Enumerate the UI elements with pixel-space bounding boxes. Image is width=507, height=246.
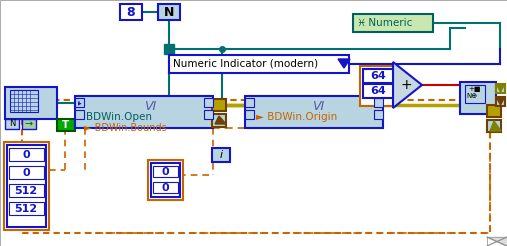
- Text: N⊕: N⊕: [466, 93, 477, 99]
- Bar: [9, 184, 44, 197]
- Bar: [212, 114, 226, 127]
- Bar: [374, 110, 383, 119]
- Text: 0: 0: [22, 168, 30, 178]
- Text: ▶: ▶: [78, 100, 82, 105]
- Bar: [363, 69, 393, 83]
- Bar: [158, 4, 180, 20]
- Bar: [212, 99, 226, 111]
- Text: 512: 512: [14, 204, 38, 214]
- Bar: [120, 4, 142, 20]
- Polygon shape: [215, 116, 226, 124]
- Bar: [360, 66, 396, 106]
- Text: ► BDWin.Origin: ► BDWin.Origin: [256, 112, 337, 122]
- Bar: [460, 82, 496, 114]
- Bar: [496, 84, 505, 93]
- Bar: [204, 98, 213, 107]
- Polygon shape: [393, 62, 422, 108]
- Bar: [5, 119, 19, 129]
- Bar: [22, 100, 490, 233]
- Bar: [75, 96, 213, 128]
- Bar: [374, 98, 383, 107]
- Text: 64: 64: [370, 86, 386, 96]
- Bar: [57, 119, 75, 131]
- Text: VI: VI: [312, 99, 324, 112]
- Bar: [75, 98, 84, 107]
- Bar: [9, 148, 44, 161]
- Text: i: i: [220, 150, 223, 160]
- Text: 512: 512: [14, 186, 38, 196]
- Bar: [487, 120, 501, 132]
- Bar: [9, 166, 44, 179]
- Text: 0: 0: [22, 150, 30, 160]
- Text: BDWin.Open: BDWin.Open: [86, 112, 152, 122]
- Bar: [7, 145, 46, 227]
- Bar: [4, 142, 49, 230]
- Polygon shape: [490, 121, 501, 131]
- Text: 0: 0: [161, 167, 169, 177]
- Bar: [151, 163, 180, 197]
- Bar: [10, 90, 38, 112]
- Polygon shape: [497, 98, 504, 105]
- Bar: [5, 87, 57, 119]
- Polygon shape: [487, 237, 507, 246]
- Bar: [153, 182, 178, 193]
- Text: N: N: [9, 120, 15, 128]
- Bar: [9, 202, 44, 215]
- Text: ♓ Numeric: ♓ Numeric: [357, 18, 412, 28]
- Bar: [245, 98, 254, 107]
- Text: Numeric Indicator (modern): Numeric Indicator (modern): [173, 59, 318, 69]
- Polygon shape: [338, 59, 350, 68]
- Bar: [22, 119, 36, 129]
- Text: +■: +■: [468, 86, 481, 92]
- Bar: [245, 110, 254, 119]
- Bar: [353, 14, 433, 32]
- Bar: [148, 160, 183, 200]
- Polygon shape: [487, 237, 507, 246]
- Text: N: N: [164, 5, 174, 18]
- Bar: [204, 110, 213, 119]
- Text: T: T: [62, 120, 69, 130]
- Bar: [75, 110, 84, 119]
- Text: →: →: [25, 119, 33, 129]
- Text: !?: !?: [78, 101, 81, 105]
- Text: 8: 8: [127, 5, 135, 18]
- Bar: [465, 85, 485, 103]
- Text: +: +: [400, 78, 412, 92]
- Text: 64: 64: [370, 71, 386, 81]
- Bar: [169, 55, 349, 73]
- Polygon shape: [497, 86, 504, 92]
- Text: 0: 0: [161, 183, 169, 193]
- Bar: [496, 97, 505, 106]
- Bar: [164, 44, 174, 54]
- Text: ► BDWin.Bounds: ► BDWin.Bounds: [84, 123, 167, 133]
- Bar: [363, 84, 393, 98]
- Text: VI: VI: [144, 99, 156, 112]
- Bar: [212, 148, 230, 162]
- Bar: [245, 96, 383, 128]
- Bar: [153, 166, 178, 177]
- Bar: [487, 105, 501, 117]
